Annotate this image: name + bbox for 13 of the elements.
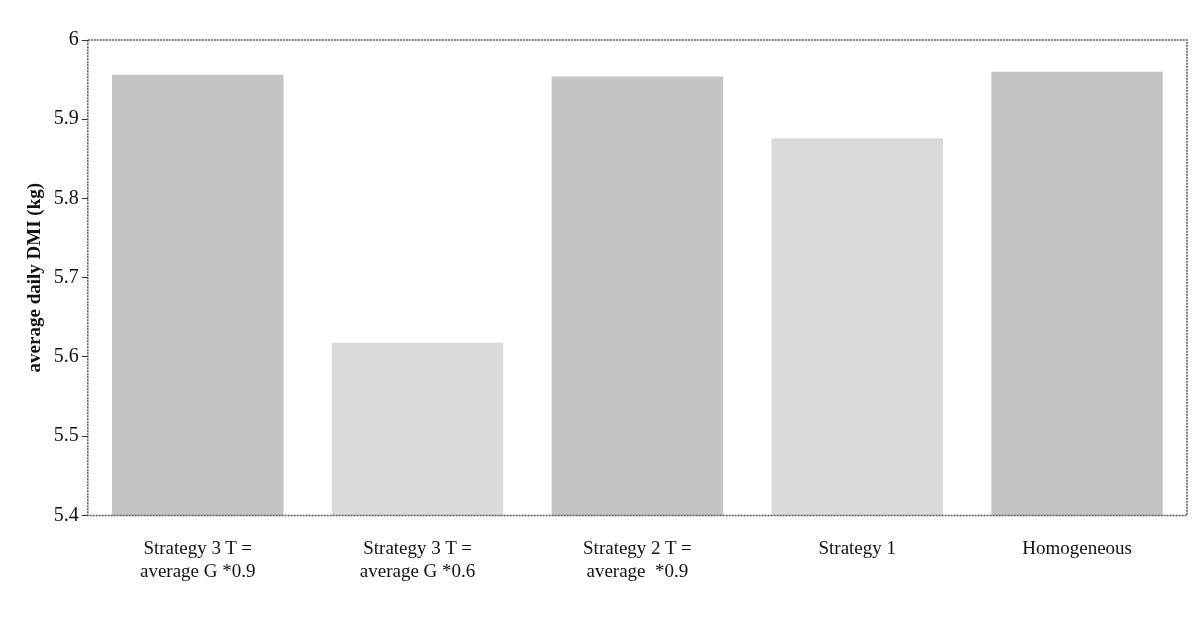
y-tick-label: 5.7 bbox=[53, 264, 79, 287]
x-tick-label: Strategy 2 T = average *0.9 bbox=[583, 536, 692, 581]
x-tick-label: Strategy 3 T = average G *0.6 bbox=[359, 536, 476, 581]
y-tick-label: 5.8 bbox=[53, 185, 79, 208]
x-tick-label: Homogeneous bbox=[1022, 536, 1132, 558]
y-axis-title: average daily DMI (kg) bbox=[23, 182, 46, 373]
y-tick-label: 6 bbox=[68, 27, 79, 50]
x-tick-label: Strategy 3 T = average G *0.9 bbox=[139, 536, 256, 581]
y-tick-label: 5.4 bbox=[53, 502, 79, 525]
y-tick-label: 5.6 bbox=[53, 344, 79, 367]
y-tick-label: 5.9 bbox=[53, 106, 79, 129]
y-tick-label: 5.5 bbox=[53, 423, 79, 446]
x-tick-label: Strategy 1 bbox=[818, 536, 897, 558]
